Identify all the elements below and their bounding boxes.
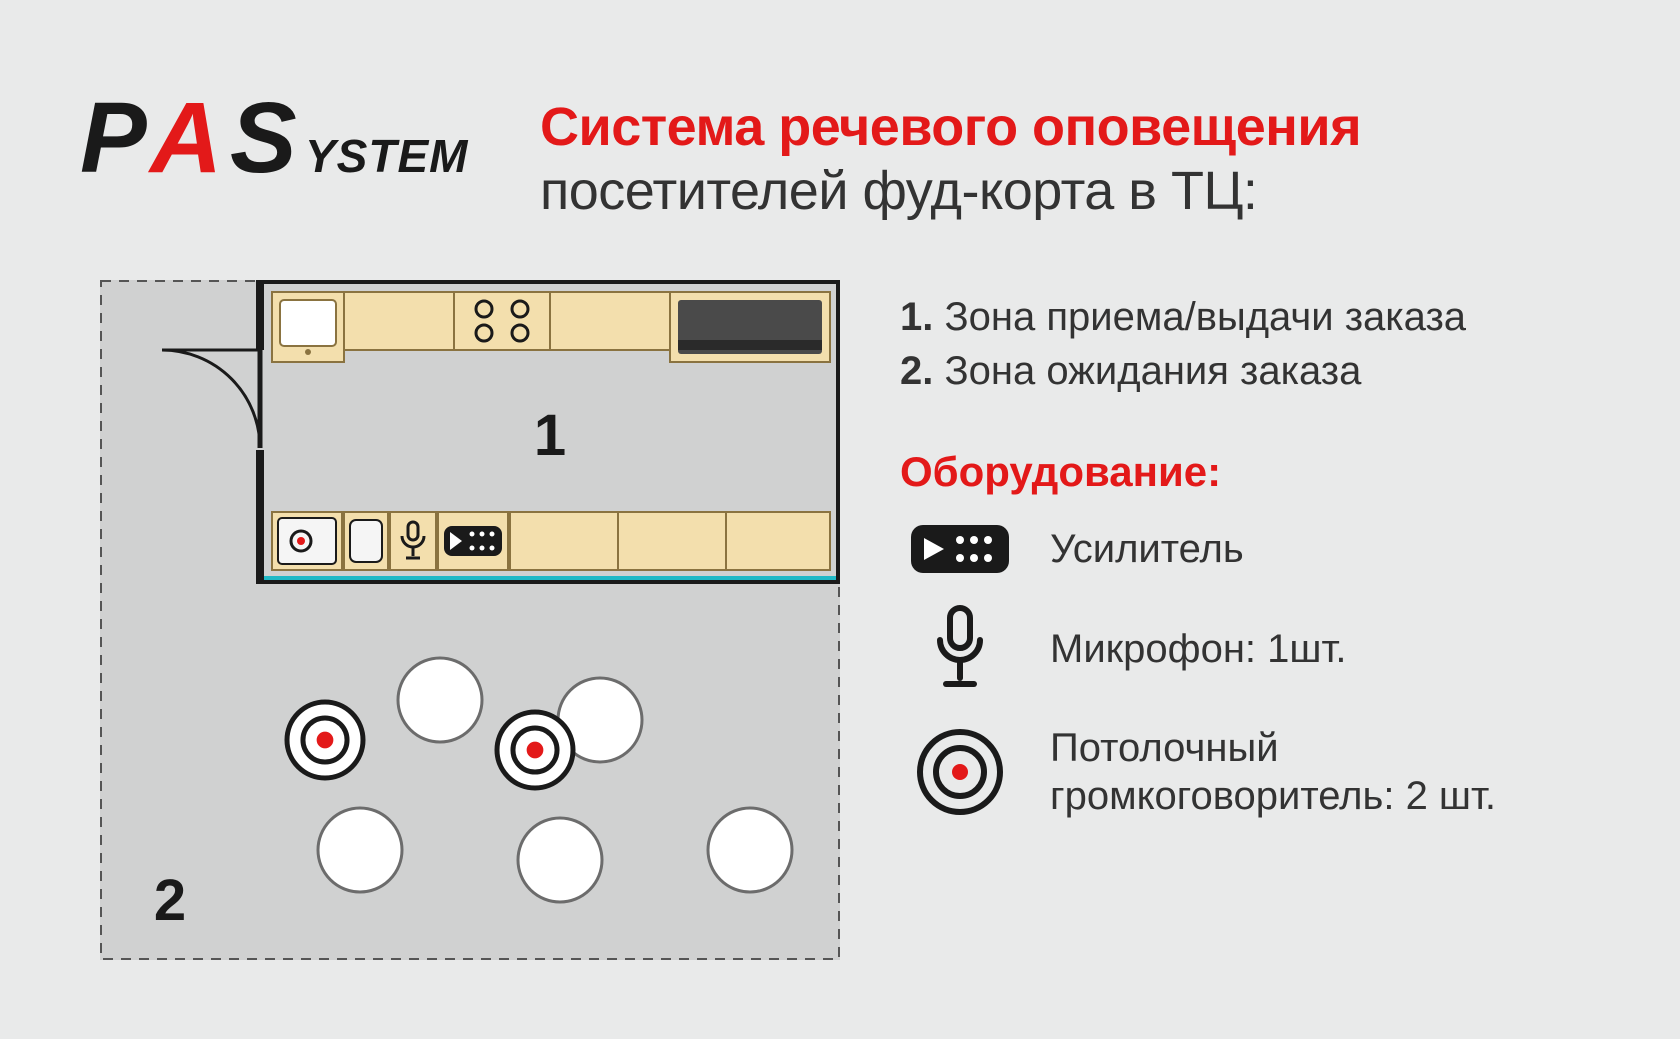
zone-item-2: 2. Зона ожидания заказа: [900, 344, 1620, 398]
header: P A S YSTEM Система речевого оповещения …: [80, 90, 1620, 222]
floorplan: 12: [100, 280, 840, 960]
equip-label-microphone: Микрофон: 1шт.: [1050, 625, 1346, 673]
logo-s: S: [230, 90, 297, 194]
logo: P A S YSTEM: [80, 90, 500, 205]
equip-row-speaker: Потолочныйгромкоговоритель: 2 шт.: [900, 724, 1620, 820]
floorplan-svg: 12: [100, 280, 840, 960]
equip-label-speaker: Потолочныйгромкоговоритель: 2 шт.: [1050, 724, 1496, 820]
zone-label-1: Зона приема/выдачи заказа: [944, 295, 1466, 339]
logo-ystem: YSTEM: [305, 130, 469, 182]
headline-line1: Система речевого оповещения: [540, 96, 1620, 158]
zone-list: 1. Зона приема/выдачи заказа 2. Зона ожи…: [900, 290, 1620, 398]
headline-line2: посетителей фуд-корта в ТЦ:: [540, 160, 1620, 222]
microphone-icon: [900, 604, 1020, 694]
page-root: P A S YSTEM Система речевого оповещения …: [0, 0, 1680, 1039]
speaker-icon: [900, 727, 1020, 817]
right-column: 1. Зона приема/выдачи заказа 2. Зона ожи…: [900, 280, 1620, 999]
zone-num-1: 1.: [900, 295, 933, 339]
equip-row-amplifier: Усилитель: [900, 524, 1620, 574]
svg-text:1: 1: [534, 403, 566, 468]
logo-a: A: [147, 90, 222, 194]
content: 12 1. Зона приема/выдачи заказа 2. Зона …: [100, 280, 1620, 999]
headline: Система речевого оповещения посетителей …: [540, 90, 1620, 222]
equip-label-amplifier: Усилитель: [1050, 525, 1244, 573]
zone-label-2: Зона ожидания заказа: [944, 349, 1361, 393]
logo-p: P: [80, 90, 147, 194]
logo-svg: P A S YSTEM: [80, 90, 500, 200]
equipment-title: Оборудование:: [900, 448, 1620, 496]
amplifier-icon: [900, 524, 1020, 574]
equip-row-microphone: Микрофон: 1шт.: [900, 604, 1620, 694]
zone-item-1: 1. Зона приема/выдачи заказа: [900, 290, 1620, 344]
zone-num-2: 2.: [900, 349, 933, 393]
svg-text:2: 2: [154, 868, 186, 933]
